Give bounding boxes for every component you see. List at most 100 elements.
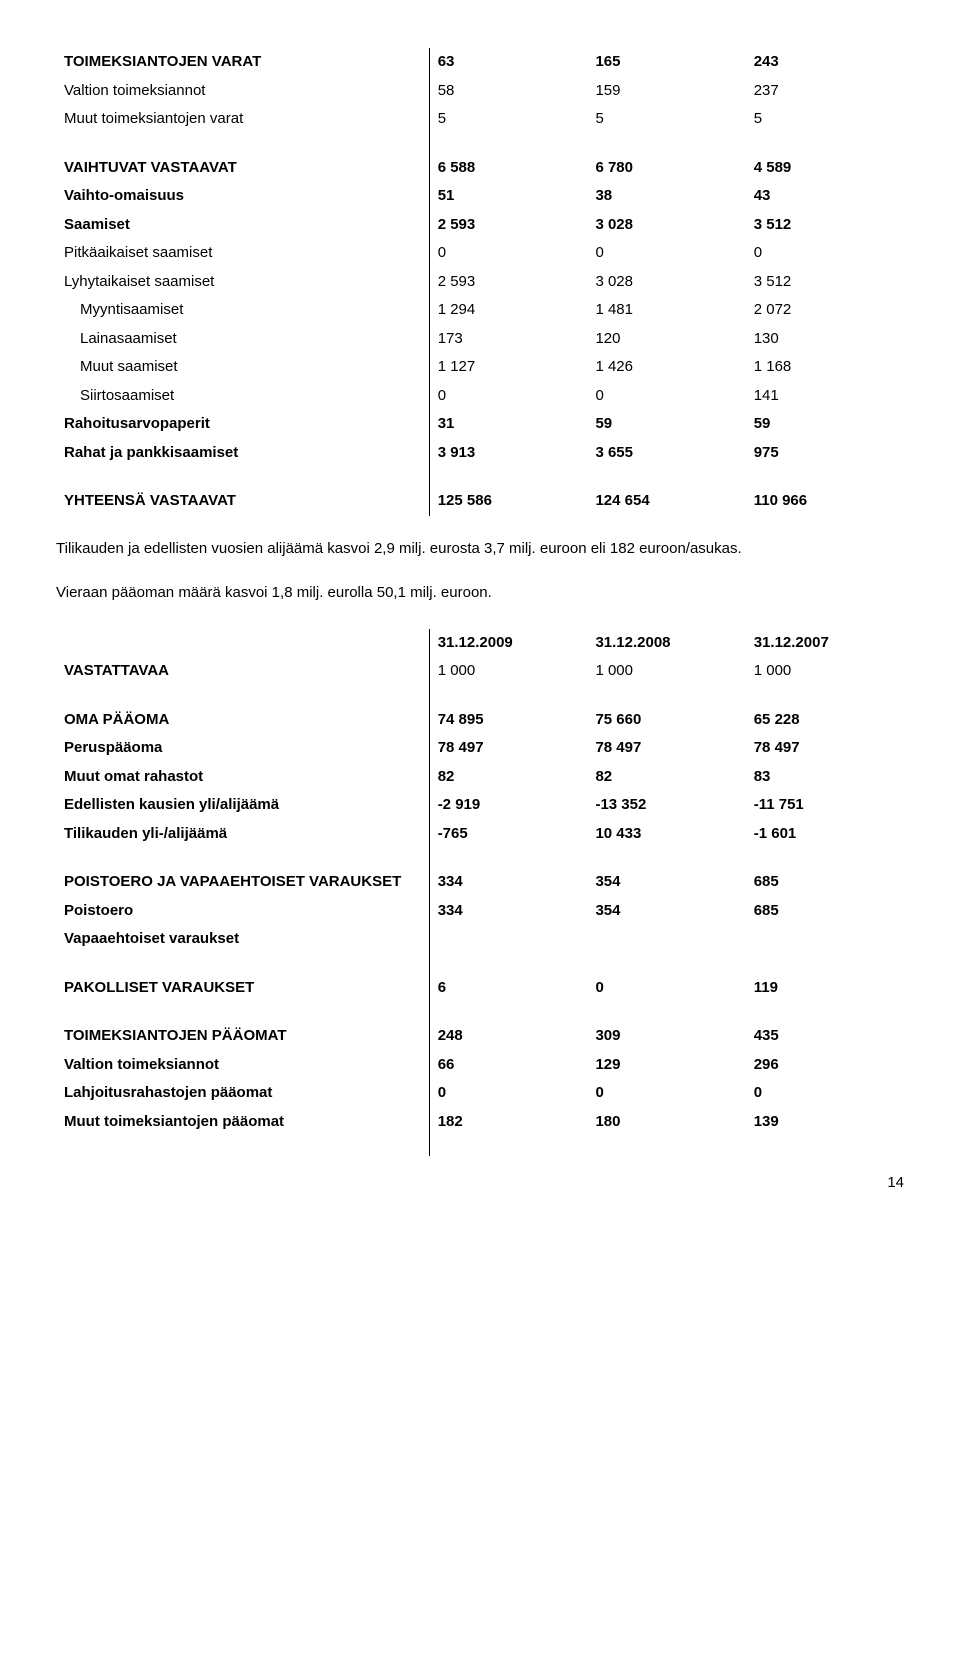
table-row: Muut toimeksiantojen varat555 <box>56 105 904 134</box>
row-label: Vapaaehtoiset varaukset <box>56 925 429 954</box>
row-value: 3 512 <box>746 211 904 240</box>
row-value: 0 <box>429 1079 587 1108</box>
row-value: -2 919 <box>429 791 587 820</box>
table-row <box>56 134 904 154</box>
table-row: Vapaaehtoiset varaukset <box>56 925 904 954</box>
table-row: Valtion toimeksiannot58159237 <box>56 77 904 106</box>
row-value: 59 <box>746 410 904 439</box>
row-label: Edellisten kausien yli/alijäämä <box>56 791 429 820</box>
row-value: 82 <box>587 763 745 792</box>
table-row <box>56 467 904 487</box>
table-row: POISTOERO JA VAPAAEHTOISET VARAUKSET3343… <box>56 868 904 897</box>
row-value: -1 601 <box>746 820 904 849</box>
table-row: Lahjoitusrahastojen pääomat000 <box>56 1079 904 1108</box>
row-value: 0 <box>746 239 904 268</box>
table-row: TOIMEKSIANTOJEN PÄÄOMAT248309435 <box>56 1022 904 1051</box>
row-value: 74 895 <box>429 706 587 735</box>
row-value: 75 660 <box>587 706 745 735</box>
row-value: 2 072 <box>746 296 904 325</box>
vastattaavaa-label: VASTATTAVAA <box>56 657 429 686</box>
table-row: Saamiset2 5933 0283 512 <box>56 211 904 240</box>
row-value: 43 <box>746 182 904 211</box>
row-value: 124 654 <box>587 487 745 516</box>
row-value: 139 <box>746 1108 904 1137</box>
table-row: Valtion toimeksiannot66129296 <box>56 1051 904 1080</box>
row-value: 65 228 <box>746 706 904 735</box>
row-label: Peruspääoma <box>56 734 429 763</box>
table-row: OMA PÄÄOMA74 89575 66065 228 <box>56 706 904 735</box>
page-number: 14 <box>56 1174 904 1191</box>
row-value: 182 <box>429 1108 587 1137</box>
row-label: Lyhytaikaiset saamiset <box>56 268 429 297</box>
paragraph-1: Tilikauden ja edellisten vuosien alijääm… <box>56 538 904 561</box>
row-value: 309 <box>587 1022 745 1051</box>
row-label: Muut omat rahastot <box>56 763 429 792</box>
row-value: 83 <box>746 763 904 792</box>
row-label: Poistoero <box>56 897 429 926</box>
unit-2008: 1 000 <box>587 657 745 686</box>
row-value: 51 <box>429 182 587 211</box>
row-value: 334 <box>429 868 587 897</box>
row-value: 296 <box>746 1051 904 1080</box>
paragraph-2: Vieraan pääoman määrä kasvoi 1,8 milj. e… <box>56 582 904 605</box>
row-label: Tilikauden yli-/alijäämä <box>56 820 429 849</box>
table-row: Myyntisaamiset1 2941 4812 072 <box>56 296 904 325</box>
row-value: 0 <box>587 239 745 268</box>
row-value: 31 <box>429 410 587 439</box>
row-value: 435 <box>746 1022 904 1051</box>
row-value: 5 <box>429 105 587 134</box>
row-label: TOIMEKSIANTOJEN PÄÄOMAT <box>56 1022 429 1051</box>
table-row: Lyhytaikaiset saamiset2 5933 0283 512 <box>56 268 904 297</box>
row-value: 248 <box>429 1022 587 1051</box>
row-value: 2 593 <box>429 211 587 240</box>
row-label: Muut saamiset <box>56 353 429 382</box>
row-label: Myyntisaamiset <box>56 296 429 325</box>
row-value: 129 <box>587 1051 745 1080</box>
row-label: Valtion toimeksiannot <box>56 1051 429 1080</box>
row-value: 5 <box>746 105 904 134</box>
row-value: 354 <box>587 897 745 926</box>
table-row: Pitkäaikaiset saamiset000 <box>56 239 904 268</box>
row-value: 66 <box>429 1051 587 1080</box>
table-row <box>56 848 904 868</box>
row-label: Pitkäaikaiset saamiset <box>56 239 429 268</box>
row-label: Vaihto-omaisuus <box>56 182 429 211</box>
row-value: 4 589 <box>746 154 904 183</box>
row-label: Rahat ja pankkisaamiset <box>56 439 429 468</box>
row-value: -13 352 <box>587 791 745 820</box>
row-label: Saamiset <box>56 211 429 240</box>
row-value: 3 655 <box>587 439 745 468</box>
row-value: 1 168 <box>746 353 904 382</box>
row-label: POISTOERO JA VAPAAEHTOISET VARAUKSET <box>56 868 429 897</box>
row-value: 0 <box>587 1079 745 1108</box>
table-row: Tilikauden yli-/alijäämä-76510 433-1 601 <box>56 820 904 849</box>
row-value: 130 <box>746 325 904 354</box>
row-value: 0 <box>746 1079 904 1108</box>
row-label: Lahjoitusrahastojen pääomat <box>56 1079 429 1108</box>
row-value: 58 <box>429 77 587 106</box>
row-value <box>587 925 745 954</box>
row-value: 685 <box>746 897 904 926</box>
row-value: 334 <box>429 897 587 926</box>
row-value: 5 <box>587 105 745 134</box>
row-value: 141 <box>746 382 904 411</box>
table-row <box>56 1002 904 1022</box>
row-value: 6 588 <box>429 154 587 183</box>
table-row <box>56 954 904 974</box>
row-value: 78 497 <box>587 734 745 763</box>
table-row: Peruspääoma78 49778 49778 497 <box>56 734 904 763</box>
row-value: 38 <box>587 182 745 211</box>
row-label: Rahoitusarvopaperit <box>56 410 429 439</box>
row-value <box>429 925 587 954</box>
table-row: Edellisten kausien yli/alijäämä-2 919-13… <box>56 791 904 820</box>
row-value: 1 481 <box>587 296 745 325</box>
row-value: -765 <box>429 820 587 849</box>
row-value: 6 780 <box>587 154 745 183</box>
row-value: 3 028 <box>587 211 745 240</box>
table-row: Rahat ja pankkisaamiset3 9133 655975 <box>56 439 904 468</box>
table-row: Muut saamiset1 1271 4261 168 <box>56 353 904 382</box>
table-row: Vaihto-omaisuus513843 <box>56 182 904 211</box>
col-header-2009: 31.12.2009 <box>429 629 587 658</box>
row-value: 119 <box>746 974 904 1003</box>
row-label: YHTEENSÄ VASTAAVAT <box>56 487 429 516</box>
